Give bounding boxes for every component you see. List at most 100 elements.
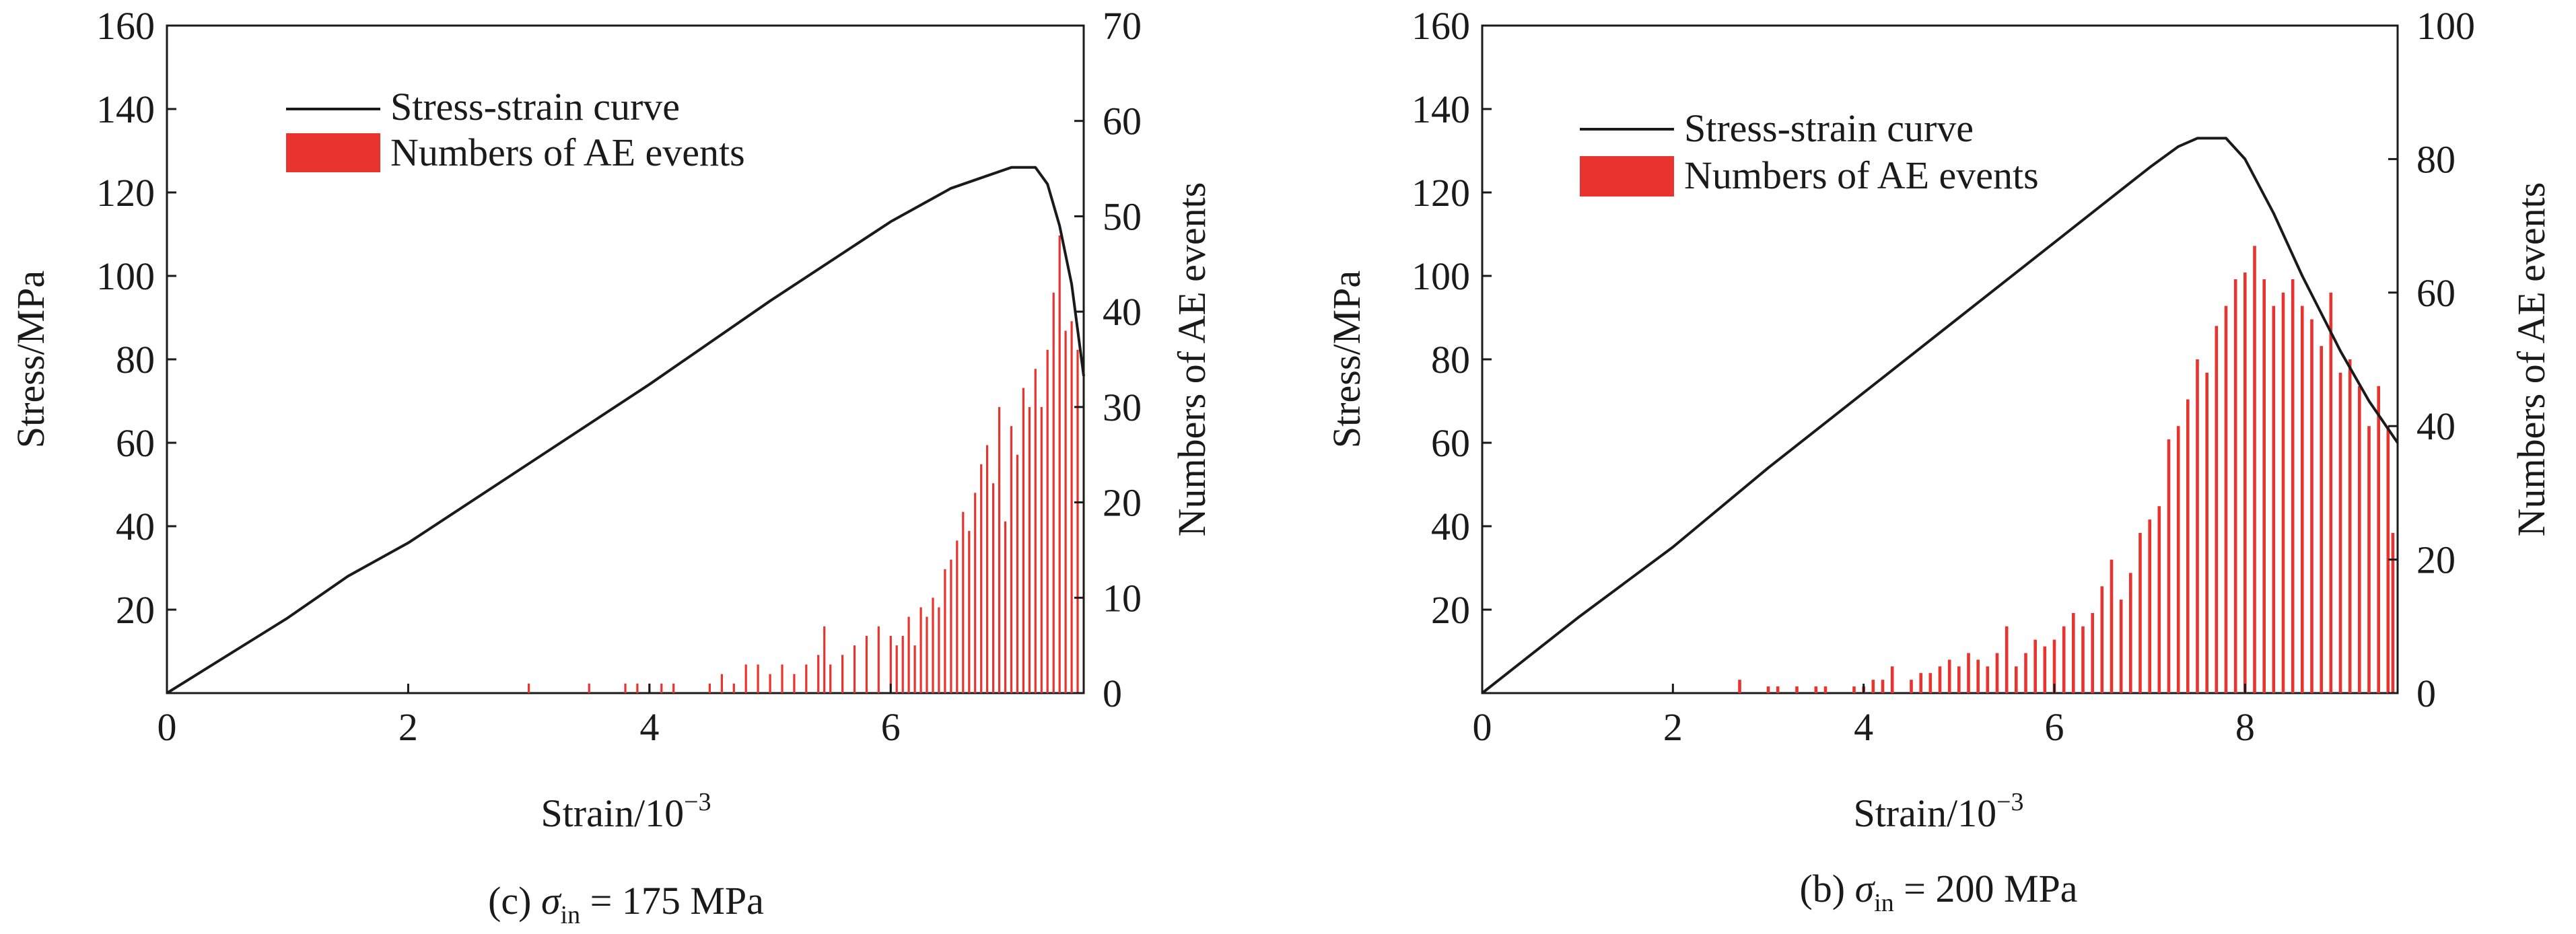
ae-bar	[1076, 349, 1079, 693]
ae-bar	[2215, 326, 2219, 693]
ae-bar	[2301, 306, 2304, 694]
x-tick-label: 0	[1473, 705, 1492, 749]
legend-line-label-c: Stress-strain curve	[390, 85, 680, 129]
y2-tick-label: 0	[2416, 672, 2436, 715]
ae-bar	[865, 636, 868, 693]
ae-bar	[1040, 406, 1043, 693]
y2-tick-label: 60	[2416, 271, 2456, 315]
panel-caption-b: (b) σin = 200 MPa	[1799, 867, 2077, 917]
ae-bar	[1010, 426, 1013, 693]
ae-bar	[1795, 686, 1799, 693]
stress-strain-line-c	[166, 166, 1085, 694]
legend-c: Stress-strain curve Numbers of AE events	[286, 85, 745, 174]
y-tick-label: 160	[96, 4, 155, 48]
y-tick-label: 60	[1431, 421, 1470, 465]
ae-bar	[1022, 388, 1024, 693]
y2-tick-label: 40	[1103, 290, 1142, 334]
ae-bar	[895, 645, 898, 693]
y-tick-label: 120	[1412, 171, 1470, 215]
ae-bar	[889, 636, 892, 693]
legend-line-label-b: Stress-strain curve	[1684, 106, 1974, 150]
legend-bar-swatch-c	[286, 133, 380, 172]
ae-bar	[1046, 349, 1049, 693]
ae-bar	[2024, 653, 2027, 693]
ae-bar	[2367, 426, 2371, 693]
ae-bar	[2205, 372, 2208, 693]
ae-bar	[2138, 532, 2142, 693]
ae-bar	[823, 626, 826, 693]
ae-bar	[1881, 680, 1885, 693]
y-tick-label: 20	[116, 588, 155, 632]
legend-bar-label-c: Numbers of AE events	[390, 131, 745, 174]
ae-bar	[2329, 292, 2333, 693]
y2-tick-label: 80	[2416, 137, 2456, 181]
y2-axis-ticks-c: 0 10 20 30 40 50 60 70	[1074, 4, 1142, 715]
ae-bar	[1823, 686, 1827, 693]
x-tick-label: 2	[1663, 705, 1683, 749]
ae-bar	[907, 616, 910, 693]
ae-bar	[636, 683, 639, 693]
ae-bar	[841, 655, 844, 693]
ae-bar	[926, 616, 928, 693]
ae-bar	[2377, 386, 2380, 693]
ae-bar	[962, 511, 965, 693]
y-tick-label: 40	[116, 505, 155, 548]
y2-tick-label: 40	[2416, 404, 2456, 448]
ae-bar	[757, 664, 759, 693]
ae-bar	[660, 683, 663, 693]
ae-bar	[1967, 653, 1970, 693]
ae-bar	[1947, 659, 1951, 693]
ae-bar	[980, 464, 983, 693]
ae-bar	[1976, 659, 1980, 693]
y-tick-label: 100	[96, 254, 155, 298]
y2-tick-label: 0	[1103, 672, 1122, 715]
ae-bar	[938, 607, 940, 693]
ae-bar	[2091, 613, 2094, 693]
ae-bar	[1919, 673, 1922, 693]
legend-bar-swatch-b	[1580, 156, 1674, 196]
ae-bar	[2291, 279, 2295, 693]
ae-bar	[2272, 306, 2276, 694]
ae-bar	[2119, 600, 2123, 693]
ae-bar	[2253, 246, 2256, 693]
ae-bar	[1016, 454, 1018, 693]
panel-caption-c: (c) σin = 175 MPa	[488, 879, 764, 929]
ae-bar	[877, 626, 880, 693]
ae-bar	[932, 598, 934, 693]
y-axis-title-b: Stress/MPa	[1325, 271, 1368, 448]
ae-bar	[1028, 406, 1031, 693]
ae-bar	[2129, 573, 2132, 693]
ae-bar	[805, 664, 808, 693]
ae-bar	[1064, 330, 1067, 693]
ae-bar	[1957, 666, 1961, 693]
ae-bar	[2043, 646, 2047, 693]
y2-axis-ticks-b: 0 20 40 60 80 100	[2388, 4, 2475, 715]
y-tick-label: 40	[1431, 505, 1470, 548]
ae-bar	[817, 655, 820, 693]
ae-bar	[998, 406, 1001, 693]
ae-bar	[2062, 626, 2066, 693]
y2-tick-label: 20	[1103, 481, 1142, 525]
ae-bar	[1814, 686, 1818, 693]
ae-bar	[672, 683, 675, 693]
y2-tick-label: 10	[1103, 576, 1142, 620]
x-axis-ticks-b: 0 2 4 6 8	[1473, 684, 2255, 749]
x-tick-label: 6	[881, 705, 901, 749]
y2-axis-title-c: Numbers of AE events	[1170, 182, 1214, 537]
ae-bar	[1938, 666, 1942, 693]
y-tick-label: 140	[1412, 87, 1470, 131]
legend-b: Stress-strain curve Numbers of AE events	[1580, 106, 2039, 197]
ae-bar	[624, 683, 627, 693]
ae-bar	[1738, 680, 1741, 693]
ae-bar	[793, 674, 796, 693]
ae-bar	[1766, 686, 1770, 693]
y-tick-label: 60	[116, 421, 155, 465]
ae-bar	[2348, 359, 2352, 693]
ae-bar	[829, 664, 832, 693]
y2-tick-label: 30	[1103, 386, 1142, 429]
y2-tick-label: 20	[2416, 538, 2456, 582]
x-tick-label: 8	[2235, 705, 2255, 749]
chart-panel-c: 0 2 4 6 20 40 60 80 100 120 140 160 0 10 20 30 40 50 60 7…	[9, 4, 1214, 929]
